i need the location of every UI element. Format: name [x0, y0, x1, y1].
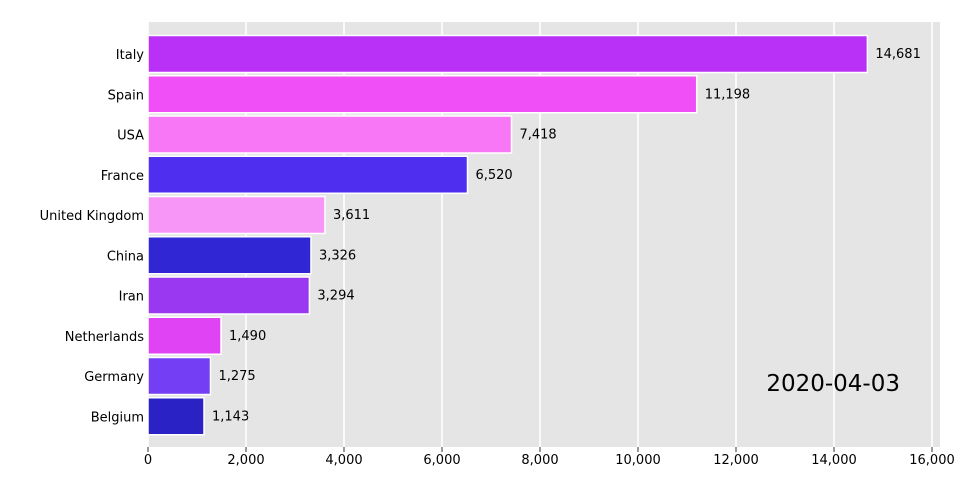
- value-label: 1,275: [218, 369, 255, 384]
- bar: [147, 397, 205, 436]
- bar: [147, 34, 869, 74]
- category-label: Germany: [84, 370, 144, 385]
- bar: [147, 155, 469, 194]
- value-label: 14,681: [875, 47, 921, 62]
- category-label: Spain: [108, 88, 144, 103]
- bar: [147, 195, 326, 235]
- x-tick-label: 12,000: [713, 453, 759, 468]
- x-tick-label: 14,000: [811, 453, 857, 468]
- bar: [147, 276, 311, 315]
- bar: [147, 75, 698, 114]
- bars: [147, 34, 869, 436]
- category-label: Italy: [116, 48, 145, 63]
- value-label: 3,326: [319, 248, 356, 263]
- value-label: 11,198: [705, 87, 751, 102]
- bar: [147, 316, 222, 355]
- x-tick-label: 16,000: [909, 453, 955, 468]
- category-label: Belgium: [91, 410, 144, 425]
- bar: [147, 115, 513, 154]
- x-tick-label: 10,000: [615, 453, 661, 468]
- category-label: France: [101, 169, 144, 184]
- value-label: 6,520: [475, 168, 512, 183]
- x-tick-label: 6,000: [423, 453, 460, 468]
- x-axis: 0 2,000 4,000 6,000 8,000 10,000 12,000 14,000 1…: [144, 447, 955, 468]
- bar: [147, 236, 312, 275]
- value-label: 3,294: [317, 289, 354, 304]
- x-tick-label: 0: [144, 453, 152, 468]
- category-label: USA: [117, 129, 144, 144]
- category-label: China: [107, 249, 144, 264]
- x-tick-label: 4,000: [325, 453, 362, 468]
- bar: [147, 356, 212, 396]
- value-label: 1,143: [212, 409, 249, 424]
- value-label: 1,490: [229, 329, 266, 344]
- category-label: Iran: [119, 290, 144, 305]
- value-label: 3,611: [333, 208, 370, 223]
- x-tick-label: 8,000: [521, 453, 558, 468]
- category-label: United Kingdom: [40, 209, 144, 224]
- value-label: 7,418: [519, 128, 556, 143]
- x-tick-label: 2,000: [227, 453, 264, 468]
- category-label: Netherlands: [65, 330, 144, 345]
- labels: Italy 14,681 Spain 11,198 USA 7,418 France 6,52…: [40, 47, 921, 425]
- date-annotation: 2020-04-03: [766, 371, 900, 397]
